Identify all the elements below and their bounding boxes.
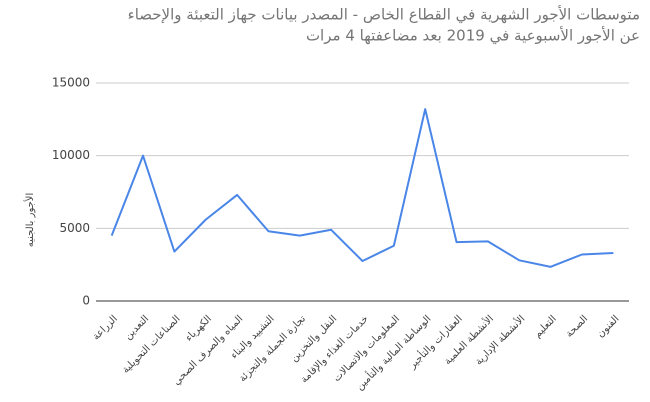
x-tick-label: الزراعة <box>91 313 120 342</box>
y-tick-label: 10000 <box>52 148 90 162</box>
line-series <box>110 108 614 268</box>
y-tick-label: 15000 <box>52 76 90 90</box>
y-tick-label: 5000 <box>59 221 90 235</box>
x-tick-label: التعليم <box>532 313 559 340</box>
x-tick-label: الصحة <box>564 313 590 339</box>
x-tick-label: الكهرباء <box>184 313 214 343</box>
x-tick-label: التعدين <box>123 313 152 342</box>
y-tick-label: 0 <box>82 294 90 308</box>
chart-title: عن الأجور الأسبوعية في 2019 بعد مضاعفتها… <box>306 26 640 46</box>
y-axis-label: الأجور بالجنيه <box>23 193 36 248</box>
chart-title: متوسطات الأجور الشهرية في القطاع الخاص -… <box>128 5 640 25</box>
x-tick-label: العقارات والتأجير <box>404 311 464 371</box>
x-tick-label: الصناعات التحويلية <box>120 313 182 375</box>
x-tick-label: الفنون <box>595 313 621 339</box>
